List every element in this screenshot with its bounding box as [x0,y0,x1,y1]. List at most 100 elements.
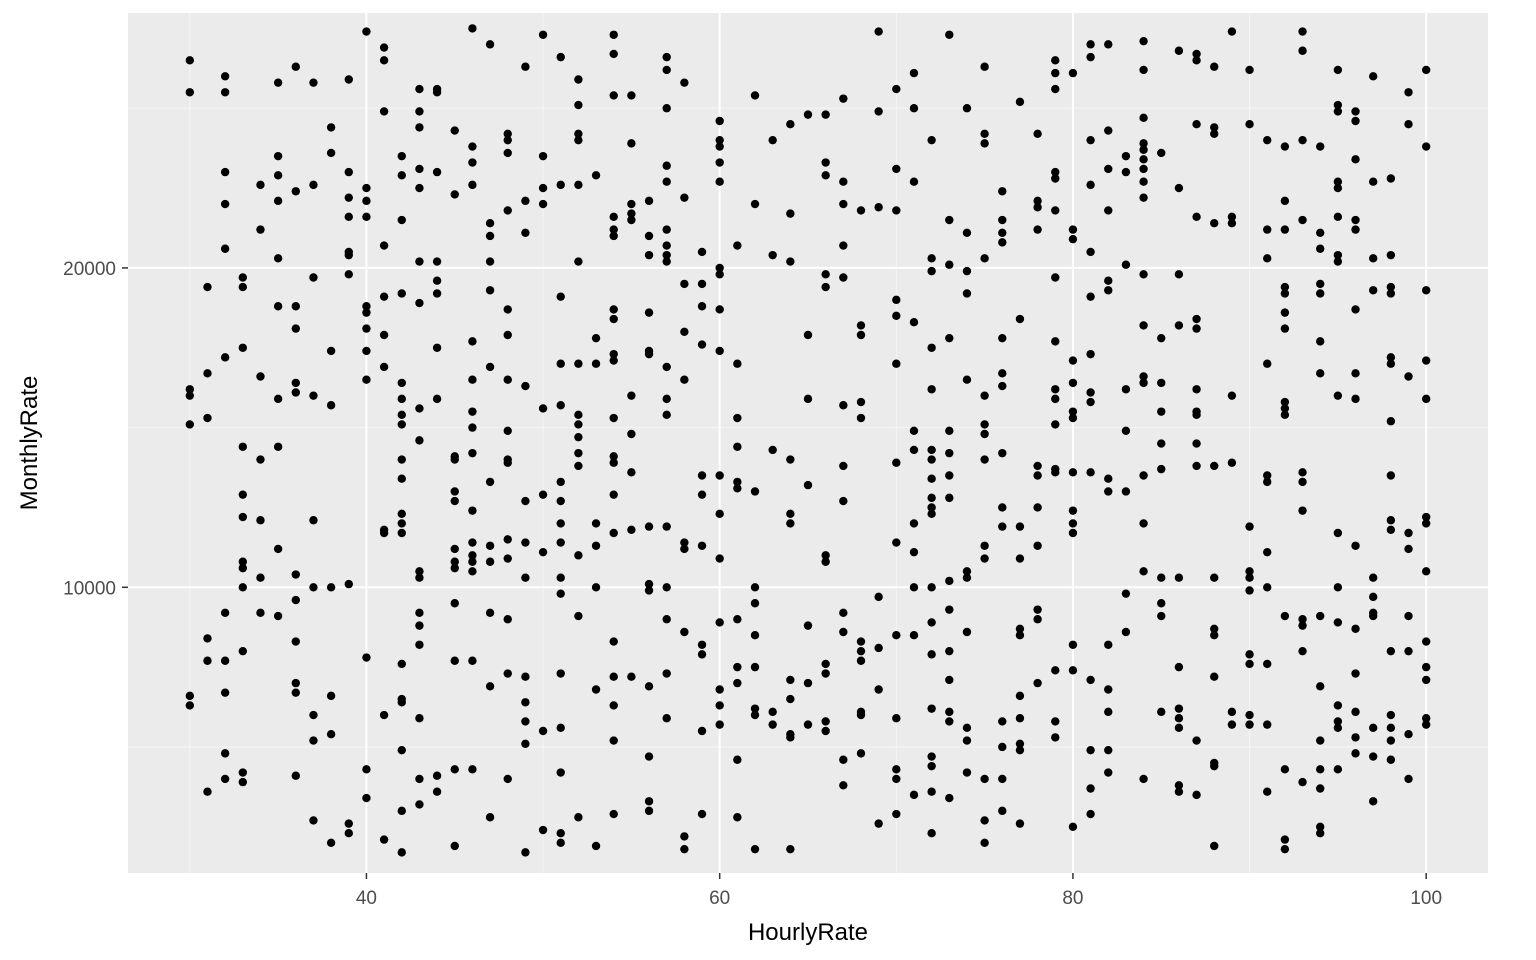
data-point [909,318,919,327]
data-point [786,455,795,464]
data-point [1298,477,1307,487]
data-point [1139,519,1148,528]
data-point [803,621,813,630]
data-point [362,302,371,311]
data-point [397,474,406,483]
data-point [1157,407,1166,416]
data-point [574,135,583,145]
data-point [538,490,548,499]
data-point [821,659,830,669]
data-point [856,397,866,407]
data-point [644,522,654,531]
data-point [998,381,1007,391]
data-point [591,171,601,180]
data-point [1139,567,1148,576]
data-point [1157,439,1166,448]
data-point [450,656,459,665]
data-point [238,273,248,282]
data-point [856,413,866,423]
data-point [220,608,230,618]
data-point [238,583,248,592]
data-point [1333,618,1343,627]
data-point [185,88,195,97]
data-point [962,289,972,298]
data-point [291,771,300,780]
data-point [715,509,724,519]
y-axis-ticks: 10000 20000 [63,259,128,599]
data-point [256,608,265,618]
data-point [273,196,283,206]
data-point [945,717,954,726]
data-point [627,525,636,535]
data-point [1421,512,1431,522]
data-point [609,490,618,499]
data-point [1121,260,1131,269]
data-point [415,183,424,193]
data-point [1386,525,1396,535]
data-point [574,100,583,110]
data-point [662,161,671,170]
data-point [662,177,671,186]
data-point [715,618,724,627]
data-point [733,662,742,672]
data-point [1174,573,1184,582]
data-point [609,91,618,100]
data-point [591,685,601,694]
data-point [1280,410,1290,420]
data-point [733,755,742,764]
data-point [344,167,353,177]
data-point [450,487,459,496]
data-point [1245,720,1254,729]
data-point [1263,659,1272,669]
data-point [485,477,495,487]
data-point [909,68,919,78]
data-point [609,49,618,59]
data-point [768,707,777,717]
data-point [1139,164,1148,174]
data-point [998,333,1007,343]
data-point [892,809,901,819]
data-point [697,279,707,289]
data-point [415,567,424,576]
data-point [273,442,283,451]
data-point [273,254,283,263]
data-point [697,247,707,257]
data-point [662,257,671,266]
data-point [644,579,654,589]
data-point [821,171,830,180]
data-point [998,717,1007,726]
data-point [856,330,866,340]
data-point [397,806,406,816]
data-point [874,107,883,116]
data-point [1280,611,1290,621]
data-point [697,490,707,499]
data-point [1316,682,1325,691]
data-point [1174,704,1184,713]
data-point [962,104,972,113]
data-point [821,110,830,119]
data-point [1227,720,1237,729]
data-point [220,199,230,209]
data-point [521,496,530,506]
data-point [273,171,283,180]
data-point [680,844,689,854]
data-point [450,599,459,608]
data-point [892,311,901,321]
data-point [874,27,883,36]
data-point [521,848,530,857]
data-point [1386,289,1396,298]
data-point [415,640,424,649]
data-point [1386,736,1396,745]
data-point [892,164,901,174]
data-point [1333,257,1343,266]
data-point [1351,107,1360,116]
data-point [980,774,989,784]
data-point [291,378,300,388]
data-point [1104,286,1113,295]
data-point [1068,225,1078,234]
data-point [892,359,901,368]
data-point [185,701,195,710]
data-point [1051,733,1060,742]
data-point [326,401,336,410]
data-point [1245,65,1254,75]
